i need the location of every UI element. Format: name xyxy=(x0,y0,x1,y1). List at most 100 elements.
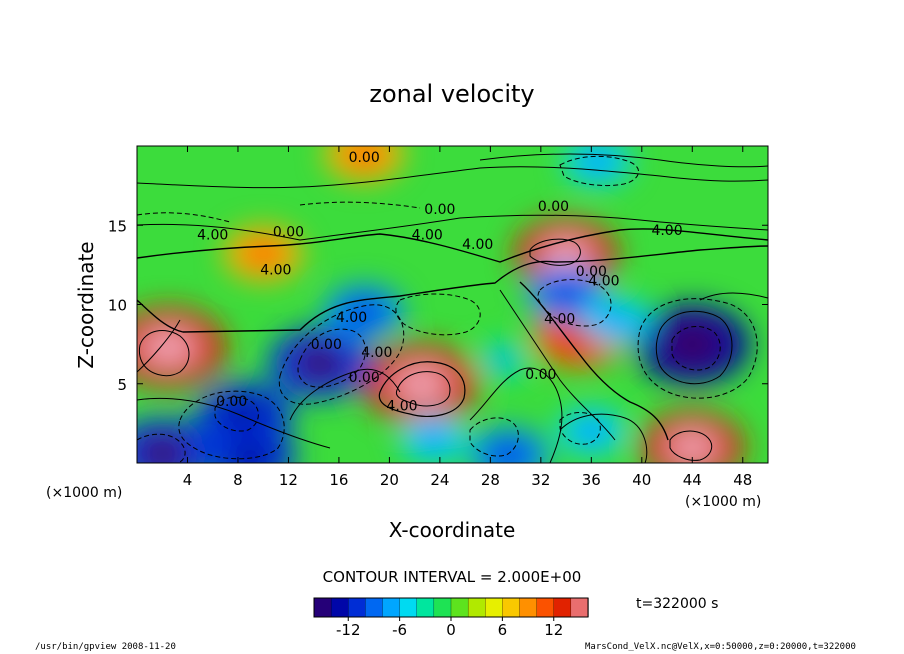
colorbar-tick-label: -12 xyxy=(336,621,361,639)
contour-label: 4.00 xyxy=(412,228,443,244)
colorbar-tick-label: -6 xyxy=(392,621,407,639)
contour-line xyxy=(559,412,601,445)
chart-title: zonal velocity xyxy=(369,80,534,108)
contour-line xyxy=(214,396,259,432)
colorbar-cell xyxy=(536,597,555,618)
contour-line xyxy=(655,310,733,385)
plot-area: 0.000.00 0.004.004.000.004.004.00 4.000.00… xyxy=(136,145,769,464)
field-extremum-core-17 xyxy=(417,427,450,451)
x-axis-unit-right: (×1000 m) xyxy=(685,494,761,510)
field-extremum-core-4 xyxy=(667,429,718,463)
x-tick-label: 48 xyxy=(733,471,752,489)
contour-label: 0.00 xyxy=(576,264,607,280)
contour-interval-text: CONTOUR INTERVAL = 2.000E+00 xyxy=(323,568,582,586)
field-extremum-core-16 xyxy=(489,350,517,370)
colorbar-cell xyxy=(502,597,521,618)
x-tick-label: 16 xyxy=(329,471,348,489)
footer-right: MarsCond_VelX.nc@VelX,x=0:50000,z=0:2000… xyxy=(585,642,856,652)
contour-line xyxy=(529,238,581,266)
field-extremum-core-1 xyxy=(393,364,449,403)
contour-line xyxy=(137,228,768,263)
field-extremum-core-13 xyxy=(546,280,586,307)
footer-left: /usr/bin/gpview 2008-11-20 xyxy=(35,642,176,652)
colorbar-cell xyxy=(348,597,367,618)
x-tick-label: 28 xyxy=(481,471,500,489)
colorbar-ticks: -12 -6 0 6 12 xyxy=(336,617,563,639)
colorbar-cell xyxy=(467,597,486,618)
field-extremum-core-19 xyxy=(575,420,608,443)
y-axis-label: Z-coordinate xyxy=(74,241,98,368)
contour-line xyxy=(137,433,186,463)
contour-label: 0.00 xyxy=(538,199,569,215)
field-extremum-core-15 xyxy=(581,150,614,174)
colorbar-cell xyxy=(382,597,401,618)
contour-line xyxy=(378,361,466,417)
contour-line xyxy=(559,413,648,463)
colorbar-cell xyxy=(433,597,452,618)
contour-label: 0.00 xyxy=(424,202,455,218)
contour-line xyxy=(137,319,181,373)
colorbar-cell xyxy=(313,597,332,618)
contour-label: 0.00 xyxy=(273,224,304,240)
contour-line xyxy=(137,397,331,449)
contour-label: 0.00 xyxy=(311,337,342,353)
colorbar-tick-label: 6 xyxy=(498,621,508,639)
contour-line xyxy=(469,417,519,457)
contour-line xyxy=(178,390,285,460)
contour-line xyxy=(137,166,768,189)
field-extremum-core-18 xyxy=(490,441,529,463)
x-tick-label: 12 xyxy=(279,471,298,489)
contour-line xyxy=(299,201,421,209)
contour-line xyxy=(669,430,713,461)
negative-contour-lines xyxy=(137,155,758,463)
contour-line xyxy=(138,330,190,377)
x-axis: 4 8 12 16 20 24 28 32 36 40 44 48 xyxy=(183,146,752,489)
contour-line xyxy=(559,155,639,187)
colorbar-cell xyxy=(416,597,435,618)
contour-label: 4.00 xyxy=(386,399,417,415)
x-tick-label: 20 xyxy=(380,471,399,489)
colorbar-cell xyxy=(570,597,589,618)
x-axis-unit-left: (×1000 m) xyxy=(46,485,122,501)
contour-line xyxy=(395,293,481,336)
contour-line xyxy=(137,212,231,223)
colorbar-cell xyxy=(519,597,538,618)
x-tick-label: 40 xyxy=(632,471,651,489)
colorbar-cell xyxy=(399,597,418,618)
field-extremum-core-7 xyxy=(664,324,721,364)
contour-line xyxy=(671,325,721,371)
x-tick-label: 24 xyxy=(430,471,449,489)
x-tick-label: 36 xyxy=(582,471,601,489)
colorbar-tick-label: 0 xyxy=(446,621,456,639)
field-extremum-core-5 xyxy=(345,146,384,168)
field-extremum-core-11 xyxy=(228,441,273,463)
contour-line xyxy=(297,328,366,388)
contour-line xyxy=(519,281,669,441)
x-tick-label: 32 xyxy=(531,471,550,489)
contour-line xyxy=(637,298,758,399)
contour-label: 0.00 xyxy=(349,370,380,386)
contour-label: 4.00 xyxy=(462,237,493,253)
colorbar: -12 -6 0 6 12 xyxy=(313,597,589,639)
x-axis-label: X-coordinate xyxy=(389,518,516,542)
contour-line xyxy=(699,292,768,301)
contour-line xyxy=(395,371,451,407)
colorbar-tick-label: 12 xyxy=(544,621,563,639)
contour-line xyxy=(278,304,405,405)
colorbar-cell xyxy=(330,597,349,618)
y-axis: 5 10 15 xyxy=(108,217,768,394)
contour-label: 4.00 xyxy=(544,312,575,328)
contour-label: 4.00 xyxy=(588,273,619,289)
x-tick-label: 8 xyxy=(233,471,243,489)
colorbar-cells xyxy=(313,597,589,618)
x-tick-label: 44 xyxy=(683,471,702,489)
field-extremum-core-14 xyxy=(600,309,633,332)
contour-line xyxy=(137,245,768,333)
contour-labels: 0.000.00 0.004.004.000.004.004.00 4.000.00… xyxy=(197,150,682,415)
contour-lines xyxy=(137,153,768,463)
y-tick-label: 15 xyxy=(108,217,127,235)
time-stamp: t=322000 s xyxy=(636,596,718,612)
contour-line xyxy=(137,214,768,241)
colorbar-cell xyxy=(553,597,572,618)
field-extremum-core-12 xyxy=(345,299,384,326)
